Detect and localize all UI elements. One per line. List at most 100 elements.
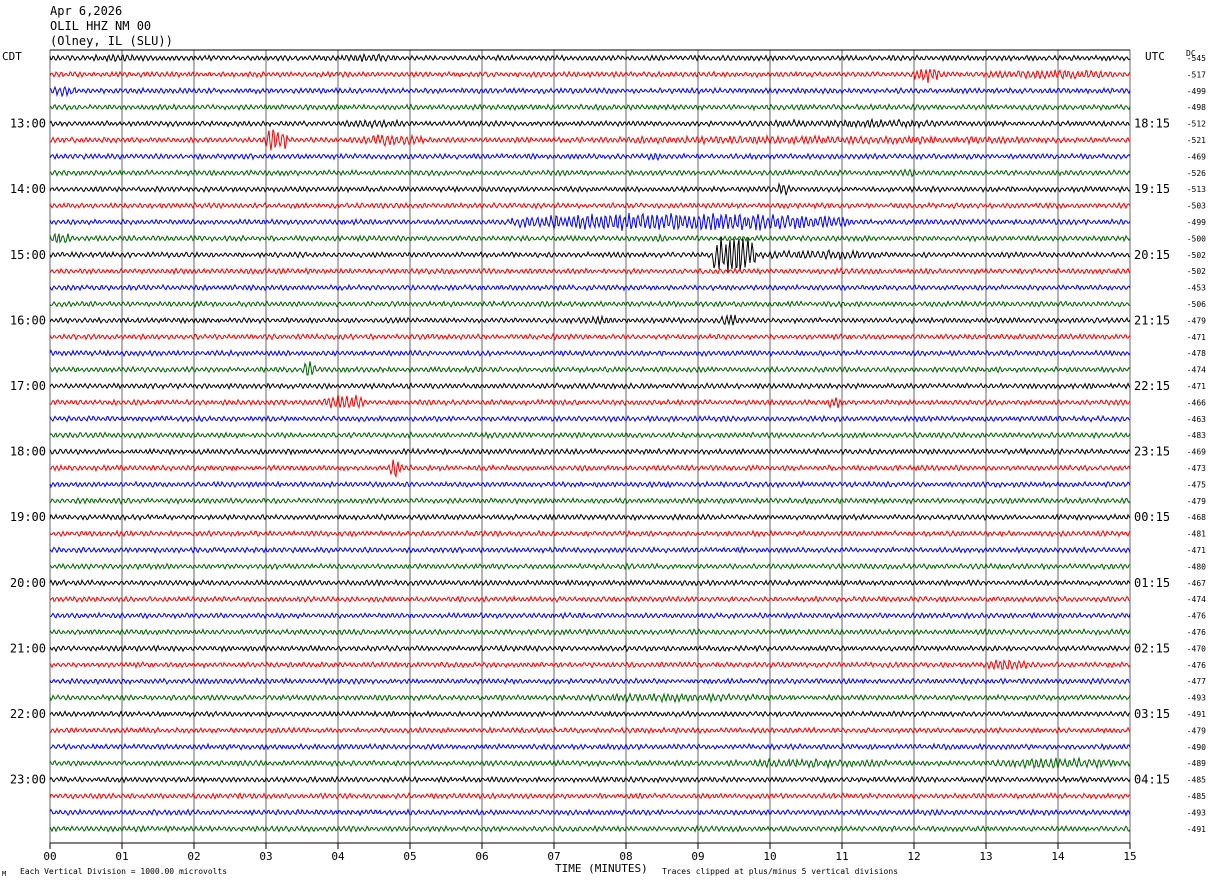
seismic-trace-37	[49, 658, 1131, 671]
utc-label: 01:15	[1134, 576, 1170, 590]
seismic-trace-42	[49, 742, 1131, 751]
dc-offset-label: -479	[1187, 316, 1206, 325]
seismic-trace-4	[49, 117, 1131, 130]
time-grid	[49, 49, 1131, 844]
dc-offset-label: -517	[1187, 70, 1206, 79]
seismic-trace-46	[49, 808, 1131, 817]
dc-column-title: DC	[1186, 49, 1196, 58]
x-tick-label: 04	[331, 850, 345, 863]
x-tick-label: 14	[1051, 850, 1065, 863]
dc-offset-label: -491	[1187, 710, 1206, 719]
dc-offset-label: -468	[1187, 513, 1206, 522]
seismic-trace-32	[49, 578, 1131, 587]
dc-offset-label: -503	[1187, 202, 1206, 211]
dc-offset-label: -512	[1187, 120, 1206, 129]
dc-offset-label: -473	[1187, 464, 1206, 473]
seismic-trace-45	[49, 792, 1130, 801]
dc-offset-label: -499	[1187, 218, 1206, 227]
seismic-trace-19	[49, 361, 1131, 376]
utc-label: 22:15	[1134, 379, 1170, 393]
x-tick-label: 05	[403, 850, 416, 863]
seismic-trace-27	[49, 496, 1131, 506]
x-tick-label: 12	[907, 850, 920, 863]
dc-offset-label: -481	[1187, 530, 1206, 539]
seismic-trace-43	[49, 756, 1131, 770]
utc-label: 18:15	[1134, 117, 1170, 131]
cdt-label: 21:00	[10, 641, 46, 655]
cdt-label: 20:00	[10, 576, 46, 590]
dc-offset-label: -502	[1187, 251, 1206, 260]
dc-offset-label: -474	[1187, 595, 1206, 604]
dc-offset-label: -498	[1187, 103, 1206, 112]
dc-offset-labels: -545 -517 -499 -498 -512 -521 -469 -526 -513 -503…	[1187, 54, 1206, 834]
utc-label: 00:15	[1134, 510, 1170, 524]
seismic-trace-34	[49, 611, 1131, 620]
x-tick-label: 11	[835, 850, 848, 863]
left-axis-title: CDT	[2, 50, 22, 63]
dc-offset-label: -471	[1187, 382, 1206, 391]
seismic-trace-3	[49, 103, 1131, 112]
seismic-trace-2	[49, 85, 1131, 98]
seismic-trace-29	[49, 529, 1131, 538]
x-tick-label: 13	[979, 850, 992, 863]
dc-offset-label: -475	[1187, 480, 1206, 489]
x-tick-label: 07	[547, 850, 560, 863]
seismic-trace-26	[49, 480, 1131, 489]
seismic-trace-1	[49, 68, 1131, 83]
dc-offset-label: -474	[1187, 366, 1206, 375]
seismic-trace-16	[49, 313, 1131, 326]
seismic-trace-21	[49, 394, 1131, 410]
dc-offset-label: -490	[1187, 743, 1206, 752]
x-axis-label: TIME (MINUTES)	[555, 862, 648, 875]
cdt-label: 19:00	[10, 510, 46, 524]
x-tick-label: 10	[763, 850, 776, 863]
cdt-label: 23:00	[10, 773, 46, 787]
header-location: (Olney, IL (SLU))	[50, 34, 173, 48]
cdt-label: 22:00	[10, 707, 46, 721]
utc-label: 19:15	[1134, 182, 1170, 196]
seismic-trace-9	[49, 201, 1131, 210]
seismic-trace-8	[49, 182, 1131, 196]
right-axis-title: UTC	[1145, 50, 1165, 63]
cdt-label: 15:00	[10, 248, 46, 262]
utc-label: 02:15	[1134, 641, 1170, 655]
seismic-trace-10	[49, 212, 1131, 232]
utc-label: 20:15	[1134, 248, 1170, 262]
seismic-trace-17	[49, 332, 1131, 342]
utc-time-labels: 18:15 19:15 20:15 21:15 22:15 23:15 00:15 01:15…	[1134, 117, 1170, 787]
x-tick-label: 01	[115, 850, 128, 863]
seismic-trace-28	[49, 513, 1131, 522]
dc-offset-label: -499	[1187, 87, 1206, 96]
seismic-trace-25	[49, 459, 1131, 478]
dc-offset-label: -483	[1187, 431, 1206, 440]
seismic-trace-23	[49, 431, 1131, 440]
seismic-trace-36	[49, 644, 1131, 653]
dc-offset-label: -453	[1187, 284, 1206, 293]
seismic-trace-18	[49, 348, 1131, 358]
seismic-trace-5	[49, 129, 1131, 151]
clip-note: Traces clipped at plus/minus 5 vertical …	[662, 867, 899, 876]
seismic-trace-11	[49, 232, 1131, 244]
dc-offset-label: -526	[1187, 169, 1206, 178]
dc-offset-label: -513	[1187, 185, 1206, 194]
utc-label: 03:15	[1134, 707, 1170, 721]
dc-offset-label: -463	[1187, 415, 1206, 424]
cdt-label: 18:00	[10, 445, 46, 459]
dc-offset-label: -485	[1187, 776, 1206, 785]
x-tick-label: 00	[43, 850, 56, 863]
dc-offset-label: -476	[1187, 661, 1206, 670]
dc-offset-label: -491	[1187, 825, 1206, 834]
cdt-label: 16:00	[10, 313, 46, 327]
x-tick-label: 03	[259, 850, 272, 863]
x-tick-label: 02	[187, 850, 200, 863]
seismic-trace-31	[49, 562, 1131, 571]
x-tick-label: 08	[619, 850, 632, 863]
dc-offset-label: -476	[1187, 612, 1206, 621]
seismic-trace-20	[49, 382, 1131, 391]
x-tick-label: 06	[475, 850, 488, 863]
dc-offset-label: -478	[1187, 349, 1206, 358]
dc-offset-label: -471	[1187, 333, 1206, 342]
cdt-time-labels: 13:00 14:00 15:00 16:00 17:00 18:00 19:00 20:00…	[10, 117, 46, 787]
dc-offset-label: -493	[1187, 808, 1206, 817]
